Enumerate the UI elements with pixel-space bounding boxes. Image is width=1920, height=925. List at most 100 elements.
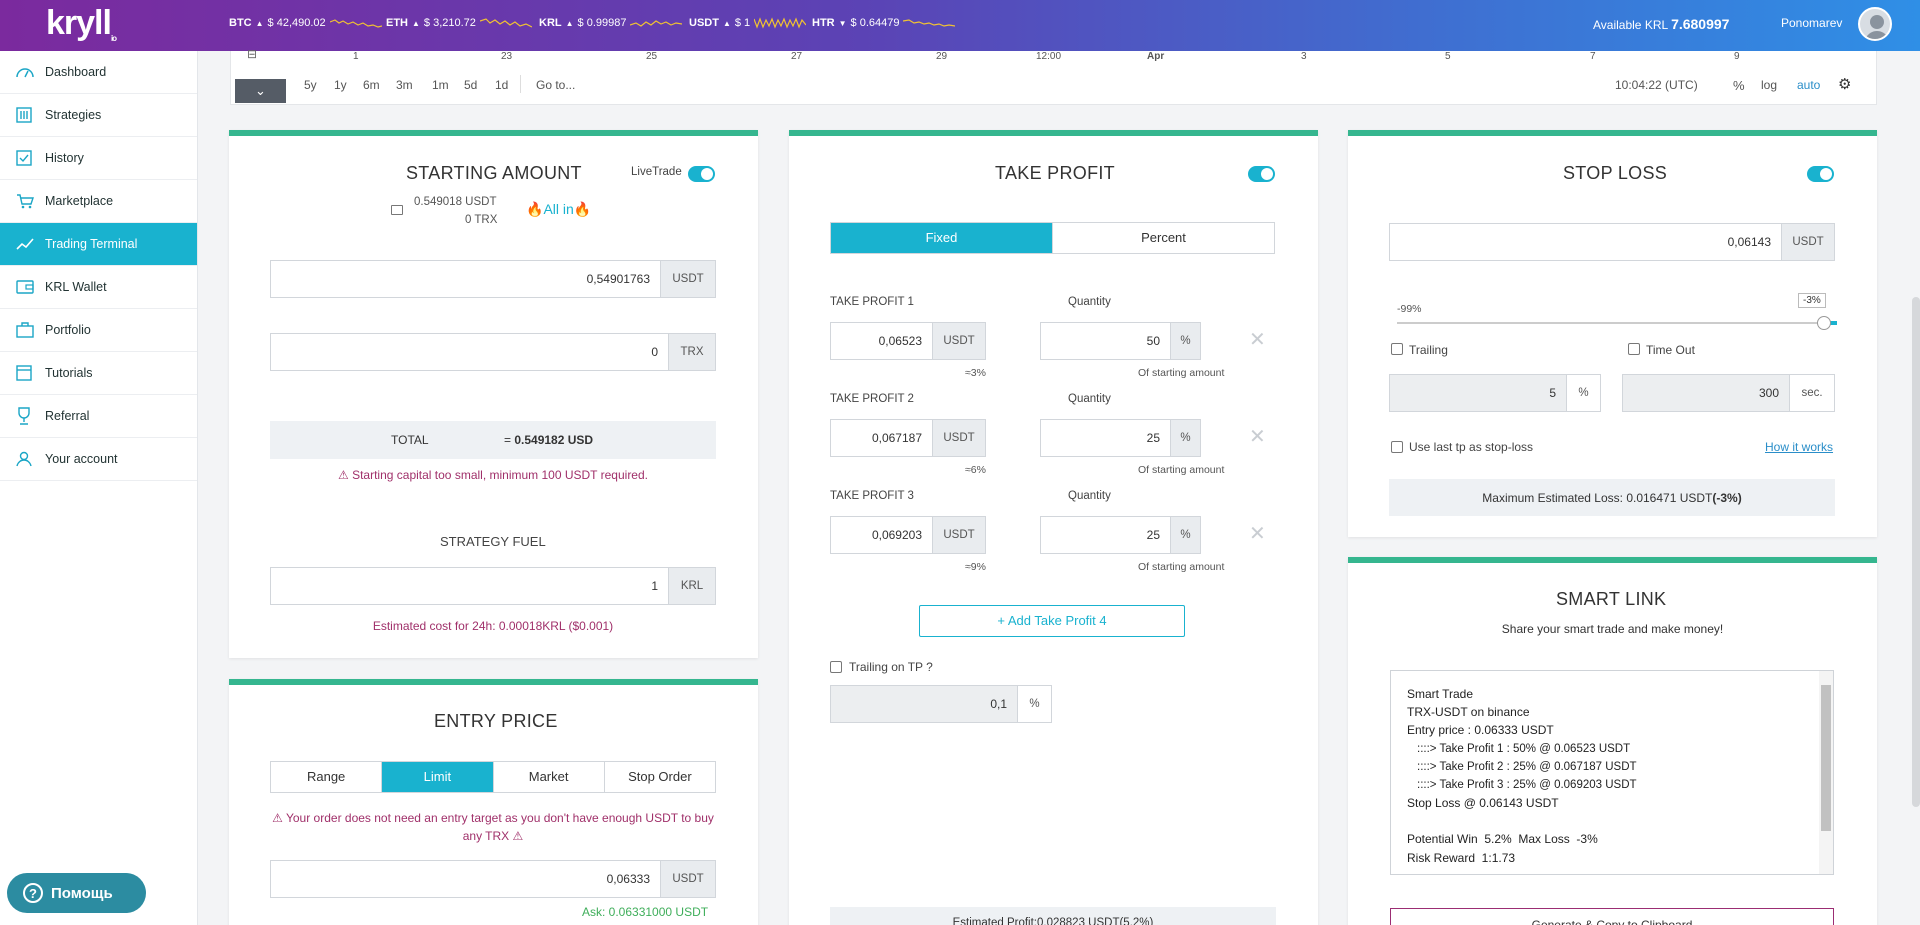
range-5d[interactable]: 5d	[464, 78, 478, 92]
sidebar-item-strategies[interactable]: Strategies	[0, 94, 197, 137]
sidebar-item-dashboard[interactable]: Dashboard	[0, 51, 197, 94]
fuel-field[interactable]: 1 KRL	[270, 567, 716, 605]
tp2-price-field[interactable]: 0,067187 USDT	[830, 419, 986, 457]
fire-icon: 🔥	[526, 201, 544, 217]
balance-usdt: 0.549018 USDT	[414, 196, 497, 208]
tab-market[interactable]: Market	[494, 762, 605, 792]
textarea-scrollbar[interactable]	[1819, 671, 1833, 874]
tab-fixed[interactable]: Fixed	[831, 223, 1053, 253]
tp3-quantity-value[interactable]: 25	[1146, 528, 1160, 542]
sidebar-item-marketplace[interactable]: Marketplace	[0, 180, 197, 223]
settings-gear-icon[interactable]: ⚙	[1838, 76, 1852, 93]
textarea-scrollbar-thumb[interactable]	[1821, 685, 1831, 831]
page-scrollbar[interactable]	[1912, 297, 1920, 807]
usdt-amount-value[interactable]: 0,54901763	[586, 272, 650, 286]
entry-price-field[interactable]: 0,06333 USDT	[270, 860, 716, 898]
stop-loss-slider-track[interactable]	[1397, 316, 1837, 330]
trx-amount-field[interactable]: 0 TRX	[270, 333, 716, 371]
tp3-label: TAKE PROFIT 3	[830, 490, 914, 502]
sidebar-item-referral[interactable]: Referral	[0, 395, 197, 438]
tp2-quantity-value[interactable]: 25	[1146, 431, 1160, 445]
usdt-amount-field[interactable]: 0,54901763 USDT	[270, 260, 716, 298]
drawing-tool-icon[interactable]: ⊟	[247, 47, 258, 61]
ticker-htr[interactable]: HTR ▼ $ 0.64479	[812, 16, 956, 30]
scale-auto[interactable]: auto	[1797, 78, 1821, 92]
help-button[interactable]: ? Помощь	[7, 873, 146, 913]
sidebar-item-history[interactable]: History	[0, 137, 197, 180]
timeout-checkbox[interactable]	[1628, 343, 1640, 355]
trailing-field[interactable]: 5%	[1389, 374, 1601, 412]
tp1-quantity-value[interactable]: 50	[1146, 334, 1160, 348]
stop-loss-price-value[interactable]: 0,06143	[1727, 235, 1771, 249]
stop-loss-toggle[interactable]	[1807, 166, 1834, 182]
all-in-button[interactable]: 🔥All in🔥	[526, 201, 592, 217]
tab-stop-order[interactable]: Stop Order	[628, 769, 692, 784]
ticker-krl[interactable]: KRL ▲ $ 0.99987	[539, 16, 683, 30]
smart-link-textarea[interactable]: Smart Trade TRX-USDT on binance Entry pr…	[1390, 670, 1834, 875]
ticker-eth[interactable]: ETH ▲ $ 3,210.72	[386, 16, 532, 30]
tab-limit[interactable]: Limit	[382, 762, 494, 792]
livetrade-toggle[interactable]	[688, 166, 715, 182]
goto-button[interactable]: Go to...	[536, 78, 576, 92]
trx-amount-value[interactable]: 0	[651, 345, 658, 359]
tp1-of-starting: Of starting amount	[1138, 367, 1225, 379]
timeout-value[interactable]: 300	[1623, 375, 1789, 411]
avatar[interactable]	[1858, 7, 1892, 41]
stop-loss-slider-handle[interactable]	[1816, 316, 1831, 330]
use-last-tp-checkbox[interactable]	[1391, 441, 1403, 453]
range-3m[interactable]: 3m	[396, 78, 413, 92]
tp1-price-value[interactable]: 0,06523	[878, 334, 922, 348]
range-5y[interactable]: 5y	[304, 78, 317, 92]
sidebar: Dashboard Strategies History Marketplace…	[0, 51, 198, 925]
slider-value-badge: -3%	[1798, 293, 1826, 308]
scale-log[interactable]: log	[1761, 78, 1778, 92]
sidebar-item-tutorials[interactable]: Tutorials	[0, 352, 197, 395]
generate-copy-button[interactable]: Generate & Copy to Clipboard	[1390, 908, 1834, 925]
tp2-remove-icon[interactable]: ✕	[1249, 426, 1266, 448]
tp3-price-field[interactable]: 0,069203 USDT	[830, 516, 986, 554]
tp3-price-value[interactable]: 0,069203	[871, 528, 922, 542]
range-1d[interactable]: 1d	[495, 78, 509, 92]
take-profit-mode-tabs: Fixed Percent	[830, 222, 1275, 254]
sparkline-icon	[329, 19, 382, 28]
sidebar-item-portfolio[interactable]: Portfolio	[0, 309, 197, 352]
sidebar-item-krl-wallet[interactable]: KRL Wallet	[0, 266, 197, 309]
how-it-works-link[interactable]: How it works	[1765, 440, 1834, 454]
scale-percent[interactable]: %	[1733, 78, 1745, 93]
trailing-checkbox[interactable]	[1391, 343, 1403, 355]
sidebar-item-your-account[interactable]: Your account	[0, 438, 197, 481]
kryll-logo[interactable]: kryllio	[46, 4, 117, 43]
tp3-remove-icon[interactable]: ✕	[1249, 523, 1266, 545]
timeout-field[interactable]: 300 sec.	[1622, 374, 1835, 412]
range-1m[interactable]: 1m	[432, 78, 449, 92]
tp2-quantity-field[interactable]: 25%	[1040, 419, 1201, 457]
trailing-tp-checkbox[interactable]	[830, 661, 842, 673]
trailing-value[interactable]: 5	[1390, 375, 1566, 411]
take-profit-toggle[interactable]	[1248, 166, 1275, 182]
tp3-quantity-field[interactable]: 25%	[1040, 516, 1201, 554]
sidebar-item-trading-terminal[interactable]: Trading Terminal	[0, 223, 197, 266]
tp2-label: TAKE PROFIT 2	[830, 393, 914, 405]
tab-range[interactable]: Range	[271, 762, 383, 792]
tab-percent[interactable]: Percent	[1141, 230, 1186, 245]
collapse-chart-button[interactable]: ⌄	[235, 79, 286, 103]
fuel-value[interactable]: 1	[651, 579, 658, 593]
tp1-price-field[interactable]: 0,06523 USDT	[830, 322, 986, 360]
smart-link-line	[1407, 812, 1817, 830]
tp2-price-unit: USDT	[932, 420, 985, 456]
tp1-remove-icon[interactable]: ✕	[1249, 329, 1266, 351]
tp2-price-value[interactable]: 0,067187	[871, 431, 922, 445]
ticker-usdt[interactable]: USDT ▲ $ 1	[689, 16, 807, 30]
ticker-btc[interactable]: BTC ▲ $ 42,490.02	[229, 16, 382, 30]
range-1y[interactable]: 1y	[334, 78, 347, 92]
stop-loss-price-field[interactable]: 0,06143 USDT	[1389, 223, 1835, 261]
entry-price-value[interactable]: 0,06333	[606, 872, 650, 886]
trailing-tp-value[interactable]: 0,1	[831, 686, 1017, 722]
tp1-quantity-field[interactable]: 50%	[1040, 322, 1201, 360]
username[interactable]: Ponomarev	[1781, 16, 1843, 30]
referral-icon	[16, 406, 40, 426]
trailing-tp-field[interactable]: 0,1%	[830, 685, 1052, 723]
add-take-profit-button[interactable]: + Add Take Profit 4	[919, 605, 1185, 637]
tp3-of-starting: Of starting amount	[1138, 561, 1225, 573]
range-6m[interactable]: 6m	[363, 78, 380, 92]
